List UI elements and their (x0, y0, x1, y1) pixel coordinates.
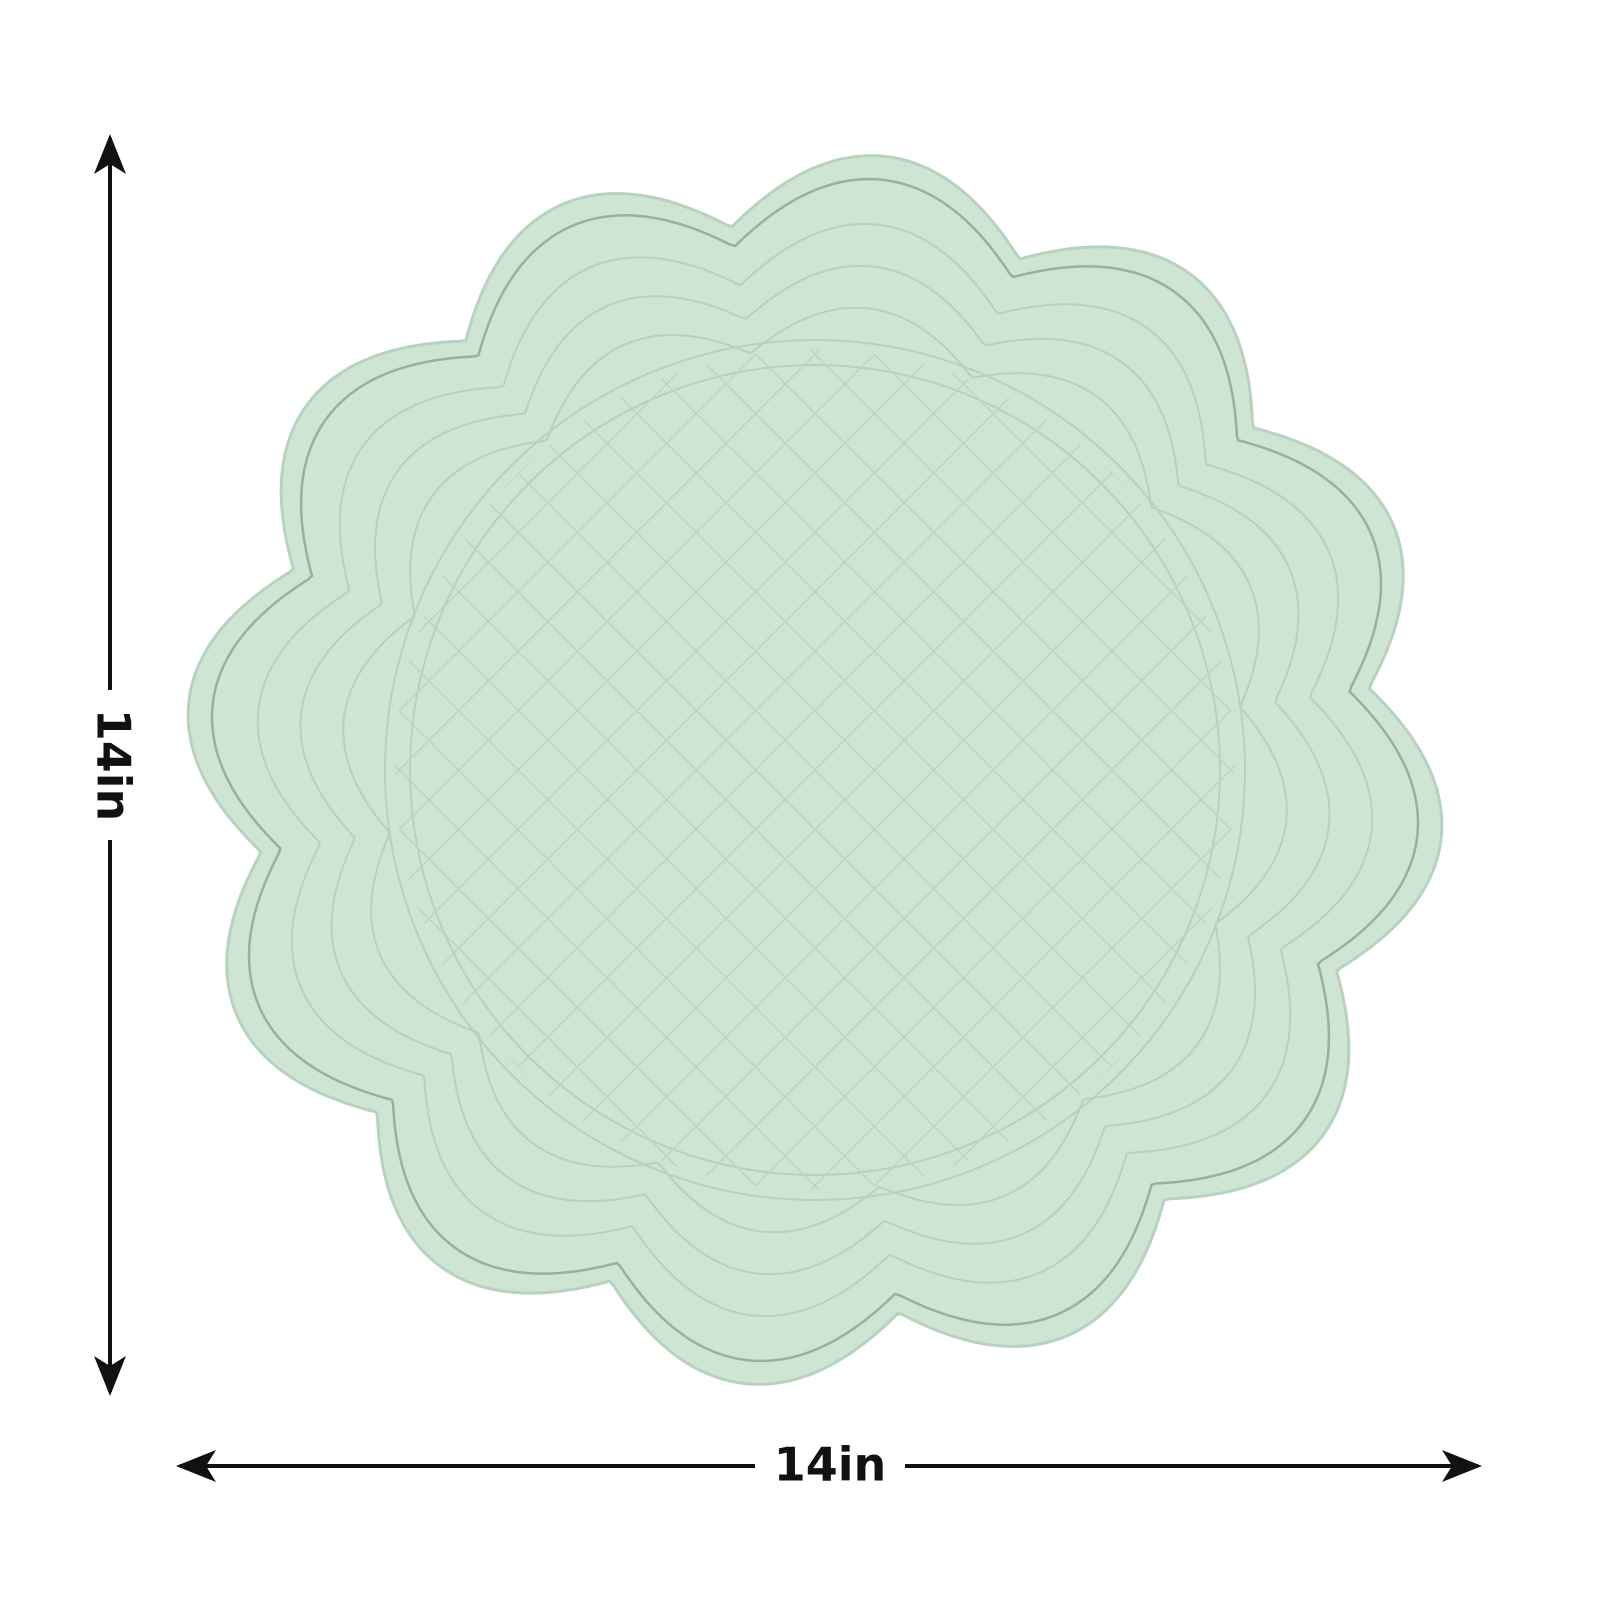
height-label: 14in (87, 709, 141, 822)
quilt-ring (256, 222, 1374, 1318)
grid-stitch (282, 594, 991, 1303)
grid-stitch (609, 564, 1318, 1273)
inner-ring (409, 364, 1221, 1176)
edge-stitch (210, 177, 1420, 1363)
grid-stitch (401, 475, 1110, 1184)
placemat (186, 154, 1444, 1386)
grid-stitch (312, 564, 1021, 1273)
grid-stitch (431, 445, 1140, 1154)
grid-stitch (460, 415, 1170, 1125)
grid-stitch (579, 534, 1288, 1243)
grid-stitch (550, 505, 1259, 1214)
grid-stitch (520, 475, 1229, 1184)
grid-stitch (342, 534, 1051, 1243)
inner-ring (384, 339, 1246, 1201)
grid-stitch (371, 505, 1080, 1214)
grid-stitch (639, 594, 1348, 1303)
quilt-ring (342, 306, 1288, 1234)
width-label: 14in (774, 1438, 887, 1492)
quilt-ring (299, 264, 1331, 1276)
grid-stitch (490, 445, 1199, 1154)
